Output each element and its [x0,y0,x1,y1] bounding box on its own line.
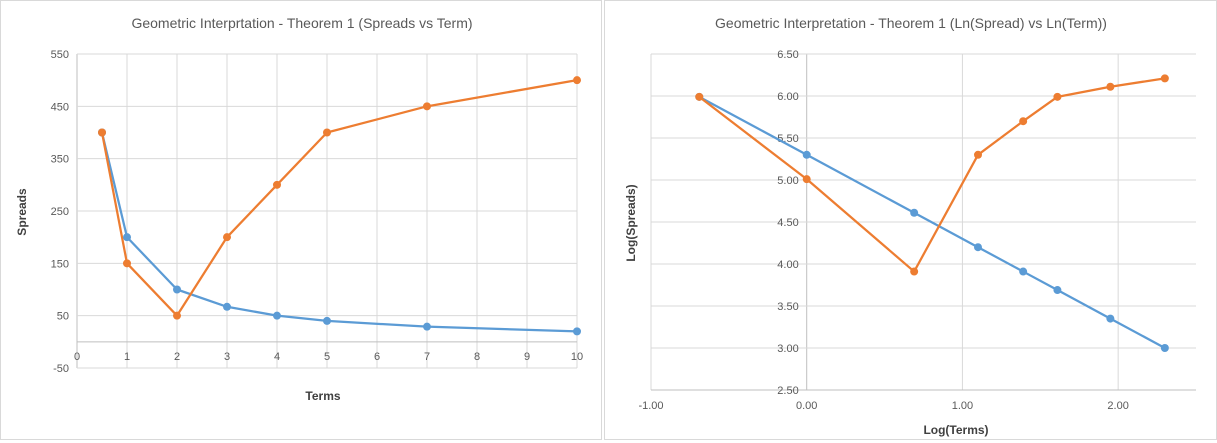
y-tick-label: 4.50 [777,217,798,229]
series-1-point [223,302,231,311]
series-2-point [273,180,281,189]
series-1-point [974,243,982,252]
x-tick-label: 8 [474,351,480,363]
series-1-point [1160,344,1169,352]
y-tick-label: 3.00 [777,343,798,355]
series-1-point [802,150,811,159]
spreads-vs-term-chart: Geometric Interprtation - Theorem 1 (Spr… [15,15,583,403]
series-1-point [1053,286,1062,295]
series-2-point [974,150,982,159]
chart-panel-spreads-vs-term: Geometric Interprtation - Theorem 1 (Spr… [0,0,602,440]
x-tick-label: 2 [174,351,180,363]
series-1-point [1106,314,1115,323]
x-tick-label: 3 [224,351,230,363]
y-tick-label: 250 [51,206,69,218]
y-tick-label: 50 [57,311,69,323]
y-tick-label: 150 [51,258,69,270]
series-1-line [698,95,1166,349]
x-tick-label: 1.00 [952,400,973,412]
series-2-point [1106,82,1115,91]
series-1-point [573,327,581,336]
y-tick-label: 6.00 [777,91,798,103]
x-tick-label: 0.00 [796,400,817,412]
series-1-point [123,233,131,242]
series-2-point [173,311,181,320]
series-1-point [173,285,181,294]
x-tick-label: 4 [274,351,280,363]
series-2-point [98,128,106,137]
series-2-point [1160,74,1169,83]
series-1-point [910,208,919,217]
y-tick-label: 5.50 [777,133,798,145]
y-tick-label: 6.50 [777,49,798,61]
y-tick-label: 2.50 [777,385,798,397]
y-tick-label: 3.50 [777,301,798,313]
x-tick-label: 9 [524,351,530,363]
chart-title: Geometric Interpretation - Theorem 1 (Ln… [715,15,1107,31]
series-2-point [573,76,581,85]
series-1-point [1019,267,1028,276]
series-2-point [802,175,811,184]
x-tick-label: 2.00 [1107,400,1128,412]
x-tick-label: -1.00 [638,400,663,412]
series-2-point [123,259,131,268]
y-axis-title: Spreads [15,188,29,236]
series-1-point [323,316,331,325]
log-spread-vs-log-term-chart: Geometric Interpretation - Theorem 1 (Ln… [624,15,1196,437]
series-1-point [273,311,281,320]
x-tick-label: 6 [374,351,380,363]
series-2-point [910,267,919,276]
x-tick-label: 10 [571,351,583,363]
x-tick-label: 5 [324,351,330,363]
y-tick-label: 450 [51,101,69,113]
x-tick-label: 7 [424,351,430,363]
series-2-line [698,77,1166,273]
x-tick-label: 0 [74,351,80,363]
chart-title: Geometric Interprtation - Theorem 1 (Spr… [131,15,472,31]
x-axis-title: Log(Terms) [923,423,988,437]
series-1-line [100,132,578,333]
series-2-point [695,92,704,101]
y-tick-label: 350 [51,154,69,166]
x-axis-title: Terms [305,389,340,403]
series-2-point [1019,117,1028,126]
chart-panel-log-spread-vs-log-term: Geometric Interpretation - Theorem 1 (Ln… [604,0,1217,440]
y-tick-label: 550 [51,49,69,61]
x-tick-label: 1 [124,351,130,363]
series-2-line [100,79,578,317]
series-1-point [423,322,431,331]
series-2-point [223,233,231,242]
series-2-point [423,102,431,111]
y-axis-title: Log(Spreads) [624,184,638,261]
y-tick-label: 4.00 [777,259,798,271]
y-tick-label: -50 [53,363,69,375]
y-tick-label: 5.00 [777,175,798,187]
series-2-point [323,128,331,137]
series-2-point [1053,92,1062,101]
